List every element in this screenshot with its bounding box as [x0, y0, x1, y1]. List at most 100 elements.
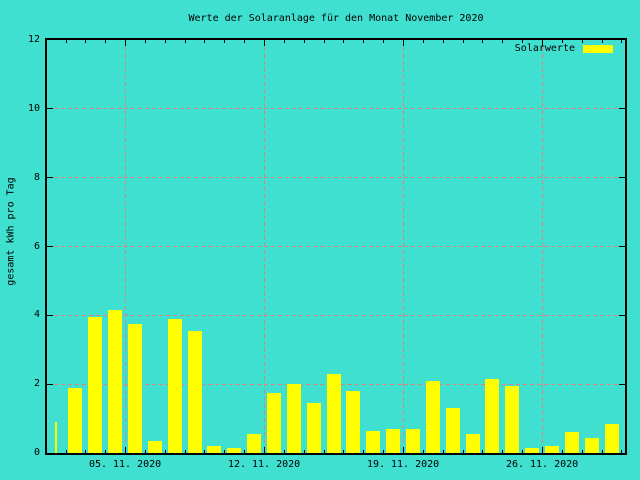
gridline-x-5: [124, 40, 126, 453]
x-tick-top-4: [105, 40, 107, 43]
x-tick-bottom-21: [442, 450, 444, 453]
bar-nov-25: [525, 447, 540, 453]
bar-nov-6: [147, 440, 162, 453]
x-tick-bottom-27: [561, 450, 563, 453]
x-tick-bottom-9: [204, 450, 206, 453]
chart-title: Werte der Solaranlage für den Monat Nove…: [188, 13, 484, 24]
x-tick-bottom-20: [422, 450, 424, 453]
x-tick-bottom-29: [601, 450, 603, 453]
x-tick-top-14: [303, 40, 305, 43]
bar-nov-9: [207, 446, 222, 453]
x-tick-top-27: [561, 40, 563, 43]
gridline-y-10: [47, 108, 625, 110]
x-tick-bottom-4: [105, 450, 107, 453]
bar-nov-20: [425, 380, 440, 453]
gridline-x-12: [263, 40, 265, 453]
x-tick-top-19: [403, 40, 405, 46]
bar-nov-23: [485, 379, 500, 453]
bar-nov-2: [68, 387, 83, 453]
y-tick-label-8: 8: [33, 171, 40, 183]
y-tick-right-2: [619, 383, 625, 385]
gridline-y-6: [47, 246, 625, 247]
bar-nov-7: [167, 318, 182, 453]
gridline-y-8: [47, 177, 625, 179]
x-tick-bottom-16: [343, 450, 345, 453]
bar-nov-5: [127, 323, 142, 453]
bar-nov-13: [286, 384, 301, 453]
gridline-x-26: [541, 40, 543, 453]
x-tick-top-16: [343, 40, 345, 43]
x-tick-top-18: [383, 40, 385, 43]
x-tick-top-5: [125, 40, 127, 46]
x-tick-top-22: [462, 40, 464, 43]
bar-nov-10: [227, 447, 242, 453]
legend: Solarwerte: [515, 44, 613, 54]
x-tick-label-19: 19. 11. 2020: [366, 459, 440, 470]
bar-nov-28: [584, 437, 599, 453]
x-tick-bottom-6: [144, 450, 146, 453]
y-tick-label-10: 10: [27, 102, 40, 114]
x-tick-bottom-3: [85, 450, 87, 453]
x-tick-top-2: [65, 40, 67, 43]
legend-swatch-solarwerte: [583, 45, 613, 53]
x-tick-bottom-13: [283, 450, 285, 453]
x-tick-bottom-22: [462, 450, 464, 453]
y-tick-right-4: [619, 314, 625, 316]
x-tick-bottom-30: [621, 450, 623, 453]
bar-nov-29: [604, 423, 619, 453]
x-tick-bottom-19: [403, 447, 405, 453]
x-tick-top-7: [164, 40, 166, 43]
x-tick-top-13: [283, 40, 285, 43]
bar-nov-17: [366, 430, 381, 453]
x-tick-bottom-14: [303, 450, 305, 453]
y-tick-right-8: [619, 177, 625, 179]
x-tick-top-23: [482, 40, 484, 43]
x-tick-label-5: 05. 11. 2020: [88, 459, 162, 470]
y-tick-label-6: 6: [33, 240, 40, 252]
x-tick-bottom-2: [65, 450, 67, 453]
x-tick-top-20: [422, 40, 424, 43]
x-tick-bottom-25: [522, 450, 524, 453]
x-tick-top-8: [184, 40, 186, 43]
x-tick-top-9: [204, 40, 206, 43]
y-tick-left-8: [47, 177, 53, 179]
x-tick-top-11: [244, 40, 246, 43]
x-tick-label-12: 12. 11. 2020: [227, 459, 301, 470]
bar-nov-14: [306, 403, 321, 453]
bar-nov-26: [544, 446, 559, 453]
x-tick-top-10: [224, 40, 226, 43]
y-tick-right-6: [619, 246, 625, 247]
bar-nov-12: [266, 392, 281, 453]
y-tick-label-12: 12: [27, 34, 40, 45]
x-tick-bottom-5: [125, 447, 127, 453]
x-tick-top-12: [264, 40, 266, 46]
bar-nov-11: [247, 434, 262, 453]
bar-nov-19: [405, 428, 420, 453]
x-tick-top-3: [85, 40, 87, 43]
y-tick-label-2: 2: [33, 378, 40, 390]
y-tick-left-10: [47, 108, 53, 110]
gridline-x-19: [402, 40, 404, 453]
y-tick-label-0: 0: [33, 447, 40, 458]
x-tick-top-24: [502, 40, 504, 43]
bar-nov-4: [108, 310, 123, 453]
x-tick-label-26: 26. 11. 2020: [505, 459, 579, 470]
y-tick-left-4: [47, 314, 53, 316]
bar-nov-21: [445, 408, 460, 453]
y-tick-right-10: [619, 108, 625, 110]
x-tick-top-6: [144, 40, 146, 43]
x-tick-bottom-17: [363, 450, 365, 453]
x-tick-top-28: [581, 40, 583, 43]
bar-nov-22: [465, 434, 480, 453]
y-tick-label-4: 4: [33, 309, 40, 321]
bar-nov-16: [346, 391, 361, 453]
x-tick-bottom-28: [581, 450, 583, 453]
y-tick-left-2: [47, 383, 53, 385]
x-tick-top-26: [542, 40, 544, 46]
x-tick-top-30: [621, 40, 623, 43]
x-tick-bottom-26: [542, 447, 544, 453]
bar-nov-24: [505, 385, 520, 453]
x-tick-top-15: [323, 40, 325, 43]
x-tick-top-21: [442, 40, 444, 43]
